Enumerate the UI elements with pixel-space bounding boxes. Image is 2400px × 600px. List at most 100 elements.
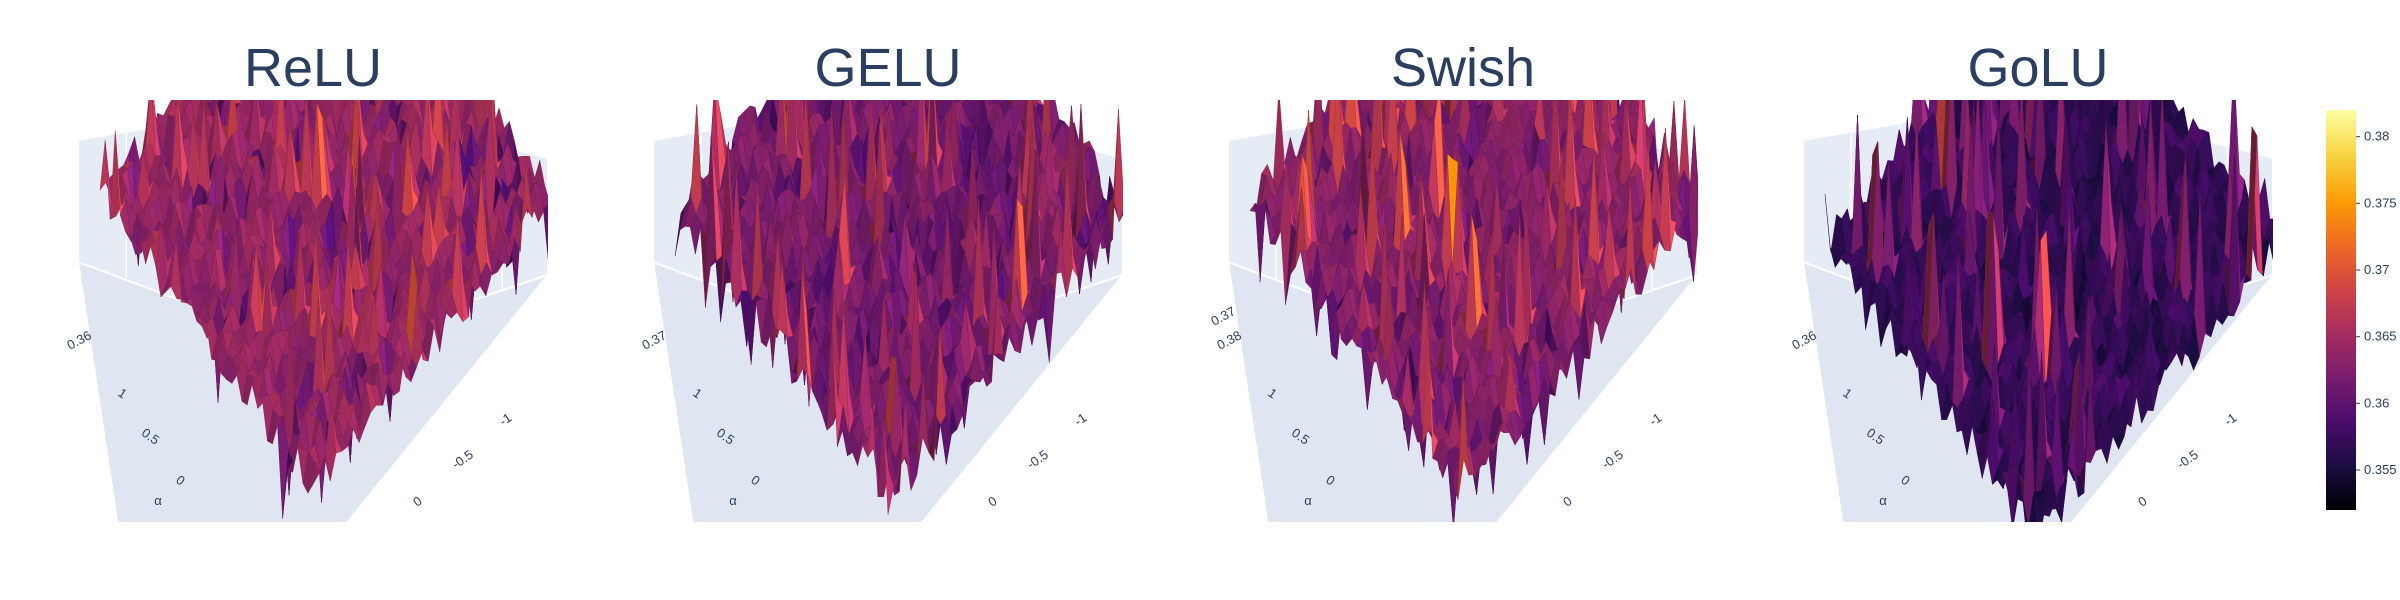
surface-cell — [1007, 31, 1018, 74]
surface-cell — [442, 59, 453, 76]
surface-cell — [404, 48, 415, 85]
surface-cell — [233, 19, 244, 59]
surface-cell — [261, 0, 272, 9]
surface-cell — [913, 0, 924, 14]
surface-cell — [407, 5, 418, 33]
surface-cell — [1607, 100, 1618, 103]
surface-cell — [386, 0, 397, 62]
surface-cell — [321, 0, 332, 17]
surface-cell — [1562, 10, 1573, 31]
surface-cell — [1466, 0, 1477, 28]
surface-cell — [381, 2, 392, 62]
surface-cell — [1588, 40, 1599, 51]
surface-cell — [1478, 0, 1489, 19]
surface-cell — [947, 0, 958, 14]
surface-cell — [1455, 0, 1466, 22]
surface-cell — [956, 0, 967, 30]
surface-cell — [1547, 100, 1548, 101]
surface-cell — [276, 12, 287, 38]
surface-cell — [381, 0, 392, 62]
surface-cell — [317, 0, 328, 34]
surface-cell — [863, 14, 874, 23]
surface-cell — [342, 0, 353, 21]
surface-cell — [1557, 100, 1565, 113]
surface-cell — [1545, 29, 1556, 67]
surface-cell — [448, 59, 459, 76]
surface-cell — [284, 0, 295, 7]
surface-cell — [896, 7, 907, 35]
surface-cell — [967, 5, 978, 21]
surface-cell — [293, 0, 304, 25]
panel-title: ReLU — [244, 38, 382, 98]
surface-cell — [909, 0, 920, 31]
surface-cell — [935, 0, 946, 6]
surface-cell — [1607, 100, 1609, 103]
surface-cell — [443, 59, 454, 71]
surface-cell — [1440, 0, 1451, 3]
surface-cell — [977, 9, 988, 35]
surface-cell — [870, 0, 881, 15]
surface-cell — [992, 21, 1003, 57]
surface-cell — [1348, 67, 1359, 85]
surface-cell — [1535, 13, 1546, 80]
surface-cell — [976, 21, 987, 47]
surface-cell — [800, 100, 803, 103]
surface-cell — [875, 0, 886, 21]
surface-cell — [453, 75, 464, 82]
surface-cell — [1498, 0, 1509, 20]
surface-cell — [1556, 0, 1567, 61]
surface-cell — [1471, 0, 1482, 28]
surface-cell — [1487, 9, 1498, 35]
surface-cell — [1552, 4, 1563, 38]
surface-cell — [825, 0, 836, 42]
surface-cell — [891, 0, 902, 17]
surface-cell — [1003, 0, 1014, 64]
surface-cell — [1005, 100, 1007, 102]
surface-cell — [1499, 0, 1510, 18]
surface-cell — [1520, 0, 1531, 9]
surface-cell — [1541, 0, 1552, 17]
surface-cell — [1011, 100, 1013, 107]
surface-cell — [883, 23, 894, 32]
surface-cell — [431, 45, 442, 72]
surface-cell — [192, 100, 194, 104]
surface-cell — [332, 0, 343, 6]
surface-cell — [219, 79, 230, 89]
surface-cell — [1577, 100, 1579, 108]
surface-cell — [217, 100, 221, 101]
surface-cell — [939, 20, 950, 28]
surface-cell — [266, 0, 277, 26]
surface-cell — [405, 25, 416, 44]
surface-cell — [340, 0, 351, 15]
surface-cell — [892, 0, 903, 10]
surface-cell — [1558, 100, 1560, 102]
surface-cell — [1536, 0, 1547, 3]
surface-cell — [389, 62, 400, 72]
surface-cell — [1562, 10, 1573, 61]
surface-cell — [987, 21, 998, 57]
surface-cell — [1359, 67, 1370, 91]
surface-cell — [998, 27, 1009, 65]
right-axis-tick: -1 — [1071, 410, 1089, 429]
surface-cell — [255, 0, 266, 32]
surface-cell — [412, 0, 423, 23]
surface-cell — [225, 39, 236, 83]
surface-cell — [290, 0, 301, 7]
surface-cell — [1018, 52, 1029, 82]
surface-cell — [420, 72, 431, 97]
surface-cell — [1529, 13, 1540, 35]
surface-cell — [971, 18, 982, 87]
surface-cell — [382, 62, 393, 98]
surface-cell — [1354, 67, 1365, 79]
surface-mesh — [1249, 0, 1698, 522]
surface-cell — [1577, 36, 1588, 61]
surface-cell — [1347, 85, 1358, 98]
surface-cell — [400, 25, 411, 57]
surface-cell — [389, 27, 400, 62]
surface-cell — [256, 0, 267, 27]
surface-cell — [277, 12, 288, 38]
surface-cell — [897, 0, 908, 10]
surface-cell — [342, 0, 353, 23]
surface-cell — [961, 14, 972, 79]
surface-cell — [966, 18, 977, 87]
